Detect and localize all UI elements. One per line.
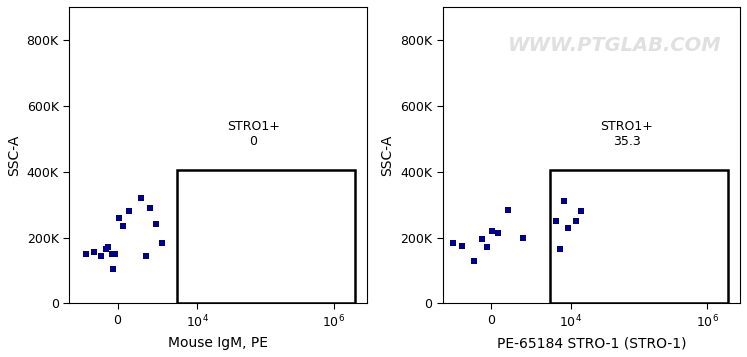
Y-axis label: SSC-A: SSC-A: [380, 135, 394, 176]
Bar: [177, 170, 355, 303]
Point: [456, 243, 468, 249]
Point: [106, 251, 118, 257]
Point: [492, 230, 504, 236]
Point: [135, 195, 147, 201]
Point: [117, 223, 129, 229]
Point: [123, 208, 135, 214]
Point: [95, 253, 107, 258]
Point: [562, 225, 574, 231]
Point: [502, 207, 514, 212]
Y-axis label: SSC-A: SSC-A: [7, 135, 21, 176]
Point: [143, 205, 155, 211]
Text: STRO1+
0: STRO1+ 0: [227, 120, 280, 149]
Point: [109, 251, 121, 257]
Text: WWW.PTGLAB.COM: WWW.PTGLAB.COM: [508, 36, 722, 55]
Point: [155, 240, 167, 245]
Point: [88, 250, 100, 255]
Point: [570, 218, 582, 224]
Point: [554, 246, 566, 252]
Point: [150, 222, 162, 227]
Point: [468, 258, 480, 263]
Point: [140, 253, 152, 258]
Point: [447, 240, 459, 245]
Text: STRO1+
35.3: STRO1+ 35.3: [601, 120, 654, 149]
Point: [80, 251, 92, 257]
Point: [100, 246, 112, 252]
Point: [558, 198, 570, 204]
Point: [102, 245, 114, 250]
Point: [107, 266, 119, 272]
Point: [550, 218, 562, 224]
Bar: [551, 170, 728, 303]
Point: [486, 228, 498, 234]
X-axis label: Mouse IgM, PE: Mouse IgM, PE: [168, 336, 267, 350]
Point: [480, 245, 492, 250]
Point: [113, 215, 125, 221]
Point: [517, 235, 529, 241]
Point: [476, 236, 488, 242]
X-axis label: PE-65184 STRO-1 (STRO-1): PE-65184 STRO-1 (STRO-1): [497, 336, 686, 350]
Point: [575, 208, 587, 214]
